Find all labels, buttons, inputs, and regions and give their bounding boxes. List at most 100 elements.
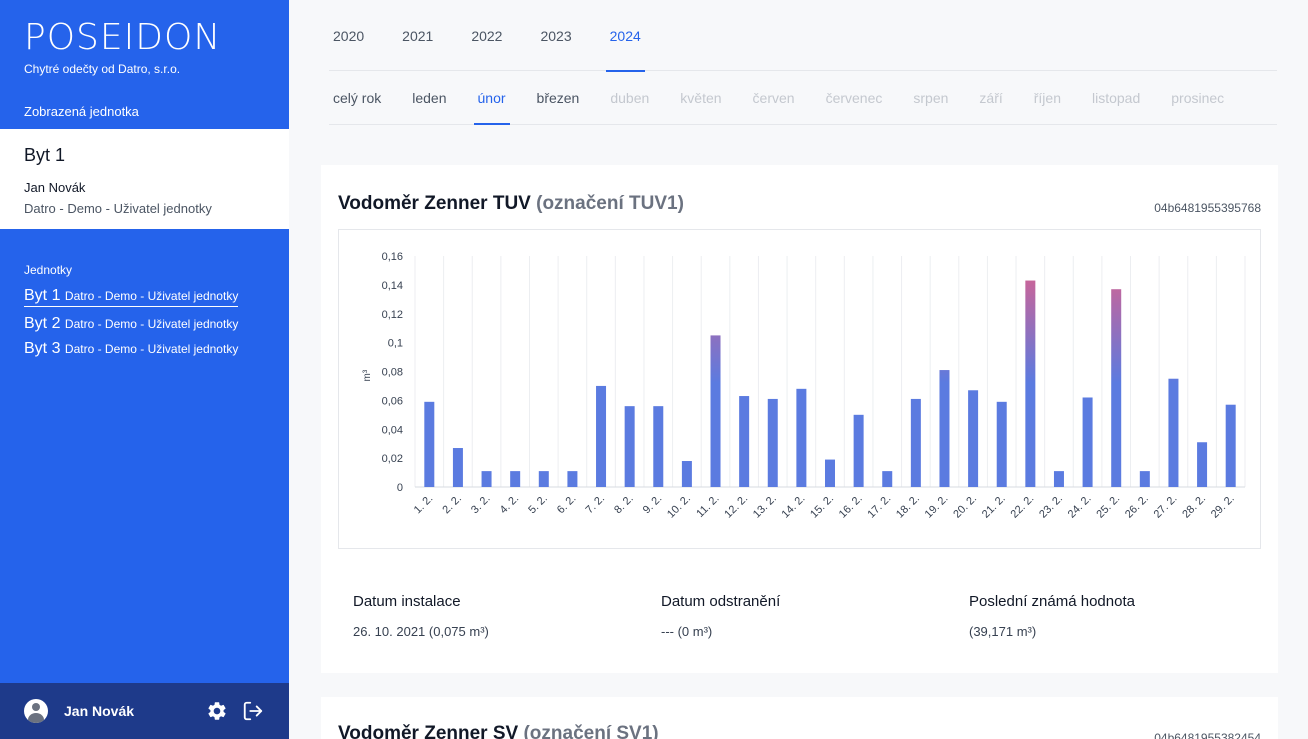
y-tick-label: 0,04 [382, 424, 403, 436]
user-name: Jan Novák [64, 703, 135, 719]
x-tick-label: 29. 2. [1209, 493, 1237, 521]
year-tab-2022[interactable]: 2022 [471, 27, 503, 44]
current-unit-name: Byt 1 [24, 145, 66, 165]
main-content: 2020 2021 2022 2023 2024 celý rok leden únor bř… [289, 0, 1308, 739]
bar [739, 396, 750, 487]
x-tick-label: 28. 2. [1180, 493, 1208, 521]
month-tabs: celý rok leden únor březen duben květen červen… [329, 71, 1277, 125]
year-tabs: 2020 2021 2022 2023 2024 [329, 0, 1277, 72]
bar [681, 461, 692, 487]
gear-icon[interactable] [205, 699, 229, 723]
y-tick-label: 0 [397, 482, 403, 494]
bar [424, 401, 435, 487]
removal-info: Datum odstranění --- (0 m³) [661, 593, 780, 639]
bar [825, 459, 835, 487]
bar [1225, 404, 1236, 487]
sidebar: POSEIDON Chytré odečty od Datro, s.r.o. … [0, 0, 289, 739]
x-tick-label: 7. 2. [584, 493, 608, 517]
y-tick-label: 0,14 [382, 280, 403, 292]
bar [596, 385, 607, 487]
x-tick-label: 2. 2. [440, 493, 464, 517]
x-tick-label: 3. 2. [469, 493, 493, 517]
units-heading: Jednotky [24, 263, 73, 277]
tagline: Chytré odečty od Datro, s.r.o. [24, 62, 181, 76]
bar [882, 471, 893, 487]
logo[interactable]: POSEIDON [24, 17, 222, 58]
x-tick-label: 19. 2. [923, 493, 951, 521]
x-tick-label: 1. 2. [412, 493, 436, 517]
x-tick-label: 11. 2. [694, 493, 721, 520]
meter-name: Vodoměr Zenner SV [338, 723, 519, 739]
x-tick-label: 14. 2. [780, 493, 808, 521]
bar [1025, 280, 1036, 487]
bar [567, 471, 578, 487]
x-tick-label: 8. 2. [612, 493, 636, 517]
bar [1082, 397, 1093, 487]
meter-title: Vodoměr Zenner SV (označení SV1) [338, 723, 659, 739]
meter-designation: (označení TUV1) [536, 193, 684, 214]
x-tick-label: 5. 2. [526, 493, 550, 517]
y-tick-label: 0,12 [382, 309, 403, 321]
bar [1168, 378, 1179, 487]
last-value-label: Poslední známá hodnota [969, 593, 1135, 610]
x-tick-label: 12. 2. [722, 493, 750, 521]
x-tick-label: 24. 2. [1066, 493, 1094, 521]
avatar-icon [24, 699, 48, 723]
install-info: Datum instalace 26. 10. 2021 (0,075 m³) [353, 593, 489, 639]
month-tab-2[interactable]: únor [473, 71, 510, 125]
bar [1053, 471, 1064, 487]
x-tick-label: 4. 2. [498, 493, 522, 517]
unit-link-name: Byt 3 [24, 340, 61, 357]
month-tab-9: září [979, 89, 1003, 106]
unit-link-byt-1[interactable]: Byt 1 Datro - Demo - Uživatel jednotky [24, 287, 239, 307]
logout-icon[interactable] [241, 699, 265, 723]
meter-card-tuv1: Vodoměr Zenner TUV (označení TUV1) 04b64… [321, 165, 1278, 673]
y-tick-label: 0,08 [382, 367, 403, 379]
meter-serial: 04b6481955395768 [1154, 201, 1261, 215]
month-tab-7: červenec [825, 89, 883, 106]
month-tab-6: červen [752, 89, 795, 106]
month-tab-0[interactable]: celý rok [333, 89, 382, 106]
unit-link-desc: Datro - Demo - Uživatel jednotky [64, 289, 239, 303]
month-tab-11: listopad [1091, 89, 1141, 106]
x-tick-label: 10. 2. [665, 493, 693, 521]
bar [653, 406, 664, 487]
meter-serial: 04b6481955382454 [1154, 731, 1261, 739]
y-tick-label: 0,02 [382, 453, 403, 465]
units-list: Jednotky Byt 1 Datro - Demo - Uživatel j… [0, 229, 289, 683]
meter-name: Vodoměr Zenner TUV [338, 193, 531, 214]
bar [939, 370, 950, 487]
unit-link-desc: Datro - Demo - Uživatel jednotky [64, 342, 239, 356]
current-unit-owner: Jan Novák [24, 180, 86, 195]
month-tab-5: květen [680, 89, 722, 106]
month-tab-8: srpen [913, 89, 949, 106]
unit-link-name: Byt 1 [24, 287, 61, 304]
bar [796, 388, 807, 487]
year-tab-2023[interactable]: 2023 [540, 27, 572, 44]
bar [481, 471, 492, 487]
year-tab-2021[interactable]: 2021 [402, 27, 434, 44]
last-value-value: (39,171 m³) [969, 624, 1037, 639]
x-tick-label: 27. 2. [1152, 493, 1180, 521]
y-tick-label: 0,06 [382, 395, 403, 407]
unit-link-byt-2[interactable]: Byt 2 Datro - Demo - Uživatel jednotky [24, 315, 265, 333]
x-tick-label: 21. 2. [980, 493, 1008, 521]
year-tab-2024[interactable]: 2024 [605, 0, 645, 72]
bar [767, 398, 778, 487]
removal-label: Datum odstranění [661, 593, 781, 610]
month-tab-3[interactable]: březen [536, 89, 580, 106]
month-tab-1[interactable]: leden [412, 89, 447, 106]
bar [1139, 471, 1150, 487]
x-tick-label: 15. 2. [808, 493, 836, 521]
y-tick-label: 0,16 [382, 251, 403, 263]
x-tick-label: 9. 2. [641, 493, 665, 517]
year-tab-2020[interactable]: 2020 [333, 27, 365, 44]
bar [853, 414, 864, 487]
removal-value: --- (0 m³) [661, 624, 713, 639]
x-tick-label: 18. 2. [894, 493, 922, 521]
last-value-info: Poslední známá hodnota (39,171 m³) [969, 593, 1135, 639]
meter-card-sv1: Vodoměr Zenner SV (označení SV1) 04b6481… [321, 697, 1278, 739]
month-tab-4: duben [610, 89, 650, 106]
unit-link-byt-3[interactable]: Byt 3 Datro - Demo - Uživatel jednotky [24, 340, 265, 358]
